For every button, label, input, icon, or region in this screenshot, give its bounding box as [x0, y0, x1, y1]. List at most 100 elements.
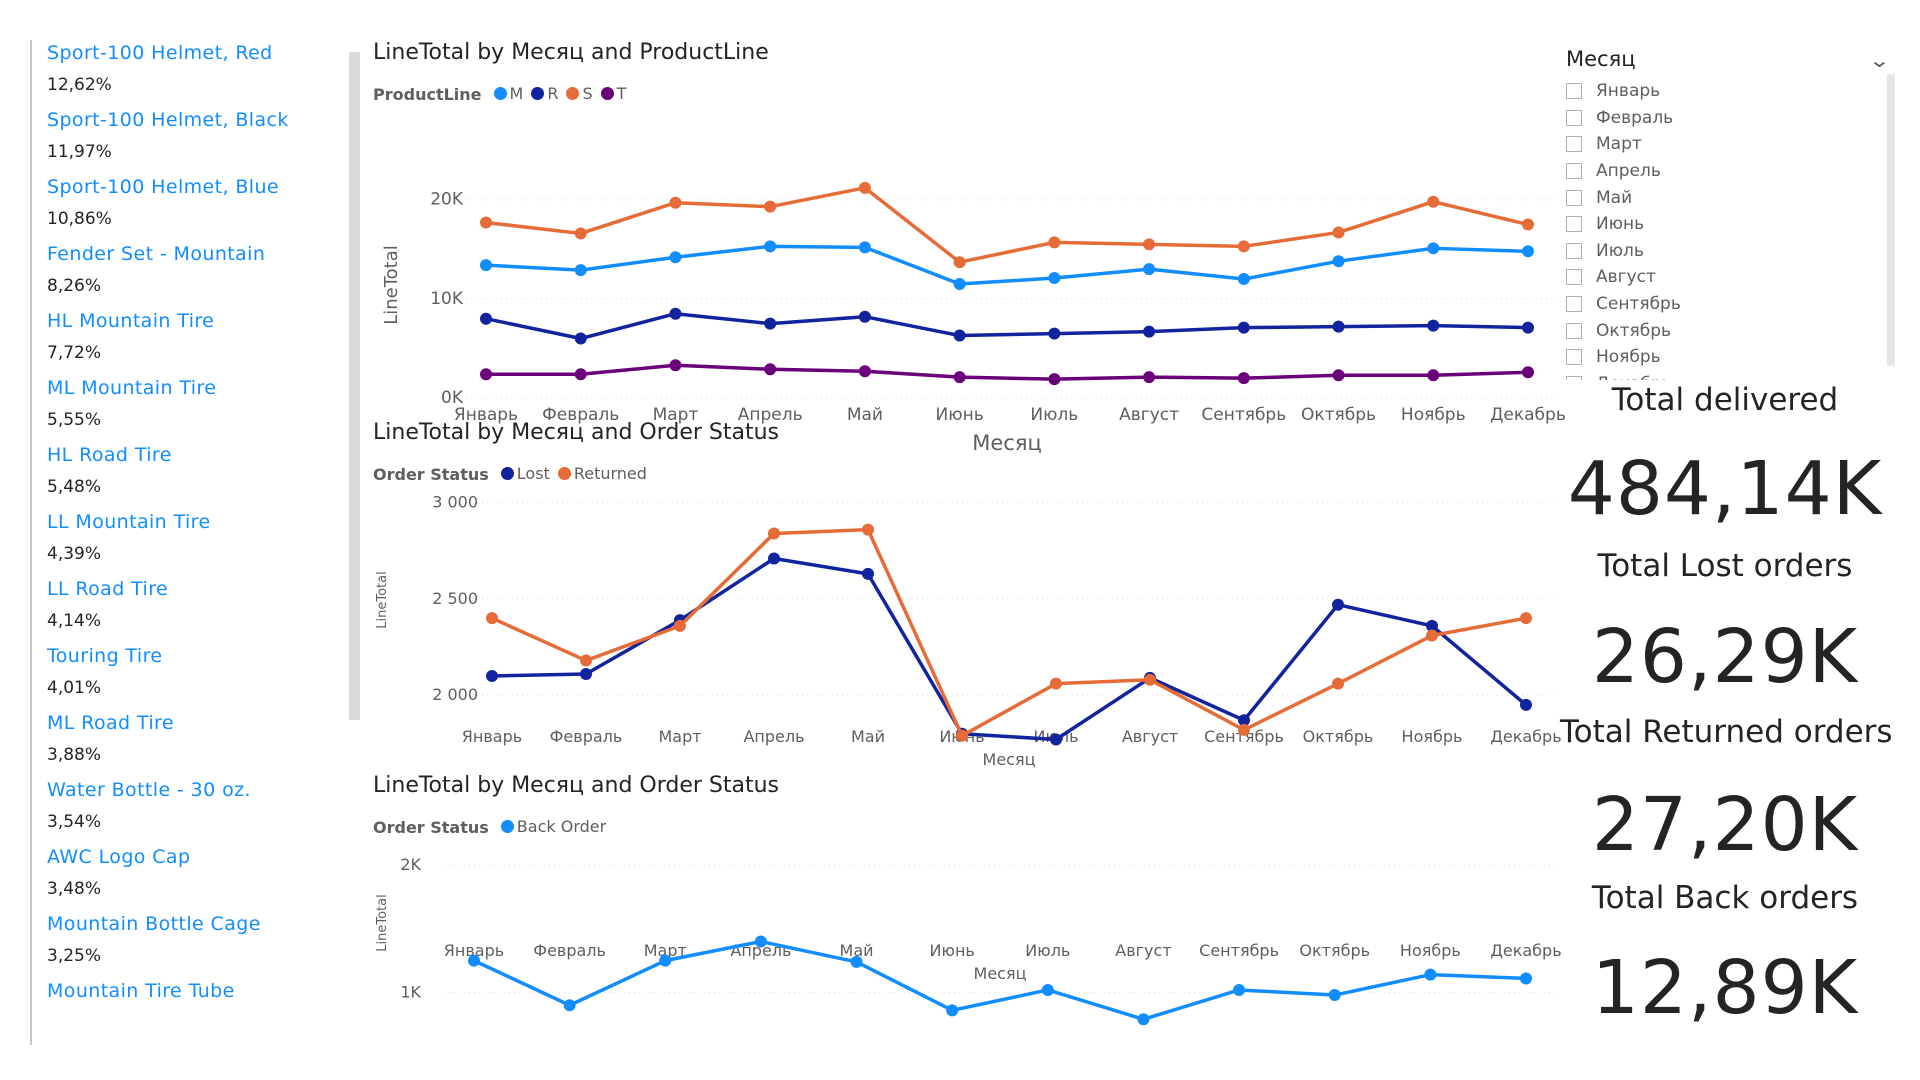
product-name[interactable]: ML Road Tire — [47, 712, 174, 734]
slicer-item[interactable]: Сентябрь — [1566, 291, 1896, 318]
data-point[interactable] — [953, 256, 966, 269]
checkbox[interactable] — [1566, 375, 1582, 380]
chevron-down-icon[interactable]: ⌄ — [1868, 48, 1891, 72]
data-point[interactable] — [1520, 698, 1532, 711]
checkbox[interactable] — [1566, 189, 1582, 206]
data-point[interactable] — [669, 359, 682, 372]
data-point[interactable] — [1237, 273, 1250, 286]
product-list-item[interactable]: Fender Set - Mountain 8,26% — [30, 241, 330, 308]
checkbox[interactable] — [1566, 322, 1582, 339]
data-point[interactable] — [1427, 195, 1440, 208]
product-list-item[interactable]: Touring Tire 4,01% — [30, 643, 330, 710]
data-point[interactable] — [953, 329, 966, 342]
data-point[interactable] — [480, 259, 492, 272]
data-point[interactable] — [1332, 598, 1344, 611]
data-point[interactable] — [858, 310, 871, 323]
slicer-item[interactable]: Апрель — [1566, 158, 1896, 185]
data-point[interactable] — [754, 935, 767, 948]
product-list-item[interactable]: Water Bottle - 30 oz. 3,54% — [30, 777, 330, 844]
data-point[interactable] — [674, 619, 686, 632]
legend-item[interactable]: S — [566, 84, 593, 103]
data-point[interactable] — [486, 612, 498, 625]
slicer-item[interactable]: Январь — [1566, 78, 1896, 105]
slicer-item[interactable]: Март — [1566, 131, 1896, 158]
data-point[interactable] — [659, 954, 672, 967]
legend-item[interactable]: R — [531, 84, 558, 103]
data-point[interactable] — [480, 312, 492, 325]
data-point[interactable] — [1048, 272, 1061, 285]
checkbox[interactable] — [1566, 296, 1582, 313]
data-point[interactable] — [1332, 255, 1345, 268]
data-point[interactable] — [946, 1004, 959, 1017]
legend-item[interactable]: Lost — [500, 464, 550, 483]
data-point[interactable] — [480, 216, 492, 229]
product-name[interactable]: LL Road Tire — [47, 578, 169, 600]
data-point[interactable] — [953, 278, 966, 290]
data-point[interactable] — [669, 251, 682, 264]
data-point[interactable] — [563, 999, 576, 1012]
checkbox[interactable] — [1566, 269, 1582, 286]
legend-item[interactable]: M — [493, 84, 523, 103]
data-point[interactable] — [574, 332, 587, 345]
data-point[interactable] — [862, 567, 874, 580]
product-name[interactable]: ML Mountain Tire — [47, 377, 217, 399]
data-point[interactable] — [953, 371, 966, 384]
slicer-item[interactable]: Июнь — [1566, 211, 1896, 238]
data-point[interactable] — [1238, 723, 1250, 736]
data-point[interactable] — [1048, 236, 1061, 249]
product-name[interactable]: Sport-100 Helmet, Blue — [47, 176, 279, 198]
data-point[interactable] — [1237, 240, 1250, 253]
data-point[interactable] — [1048, 373, 1061, 386]
product-name[interactable]: Mountain Bottle Cage — [47, 913, 261, 935]
legend-item[interactable]: T — [600, 84, 626, 103]
data-point[interactable] — [574, 227, 587, 240]
product-name[interactable]: Fender Set - Mountain — [47, 243, 266, 265]
data-point[interactable] — [1520, 612, 1532, 625]
product-list-item[interactable]: Mountain Tire Tube — [30, 978, 330, 1045]
slicer-item[interactable]: Февраль — [1566, 105, 1896, 132]
product-list-item[interactable]: LL Road Tire 4,14% — [30, 576, 330, 643]
data-point[interactable] — [1522, 366, 1534, 379]
data-point[interactable] — [1427, 369, 1440, 382]
data-point[interactable] — [669, 307, 682, 320]
data-point[interactable] — [1427, 319, 1440, 332]
product-name[interactable]: HL Road Tire — [47, 444, 172, 466]
product-list-item[interactable]: ML Mountain Tire 5,55% — [30, 375, 330, 442]
checkbox[interactable] — [1566, 242, 1582, 259]
data-point[interactable] — [1520, 972, 1532, 985]
data-point[interactable] — [858, 365, 871, 378]
slicer-item[interactable]: Июль — [1566, 238, 1896, 265]
product-list-item[interactable]: HL Road Tire 5,48% — [30, 442, 330, 509]
data-point[interactable] — [1050, 677, 1062, 690]
slicer-scrollbar[interactable] — [1887, 74, 1895, 366]
data-point[interactable] — [1237, 321, 1250, 334]
checkbox[interactable] — [1566, 163, 1582, 180]
data-point[interactable] — [1332, 369, 1345, 382]
data-point[interactable] — [669, 196, 682, 209]
product-list-item[interactable]: HL Mountain Tire 7,72% — [30, 308, 330, 375]
data-point[interactable] — [764, 240, 777, 253]
product-list-item[interactable]: AWC Logo Cap 3,48% — [30, 844, 330, 911]
product-name[interactable]: Sport-100 Helmet, Red — [47, 42, 273, 64]
data-point[interactable] — [480, 368, 492, 381]
data-point[interactable] — [1332, 320, 1345, 333]
data-point[interactable] — [574, 264, 587, 277]
data-point[interactable] — [1144, 673, 1156, 686]
slicer-item[interactable]: Май — [1566, 184, 1896, 211]
data-point[interactable] — [1427, 242, 1440, 255]
data-point[interactable] — [580, 668, 592, 681]
data-point[interactable] — [1522, 218, 1534, 231]
data-point[interactable] — [1522, 321, 1534, 334]
data-point[interactable] — [1050, 733, 1062, 746]
product-name[interactable]: Water Bottle - 30 oz. — [47, 779, 251, 801]
slicer-item[interactable]: Октябрь — [1566, 317, 1896, 344]
data-point[interactable] — [858, 241, 871, 254]
product-name[interactable]: AWC Logo Cap — [47, 846, 191, 868]
legend-item[interactable]: Back Order — [500, 817, 606, 836]
data-point[interactable] — [1233, 983, 1246, 996]
data-point[interactable] — [764, 363, 777, 376]
data-point[interactable] — [468, 954, 480, 967]
data-point[interactable] — [1048, 327, 1061, 340]
checkbox[interactable] — [1566, 216, 1582, 233]
checkbox[interactable] — [1566, 83, 1582, 100]
